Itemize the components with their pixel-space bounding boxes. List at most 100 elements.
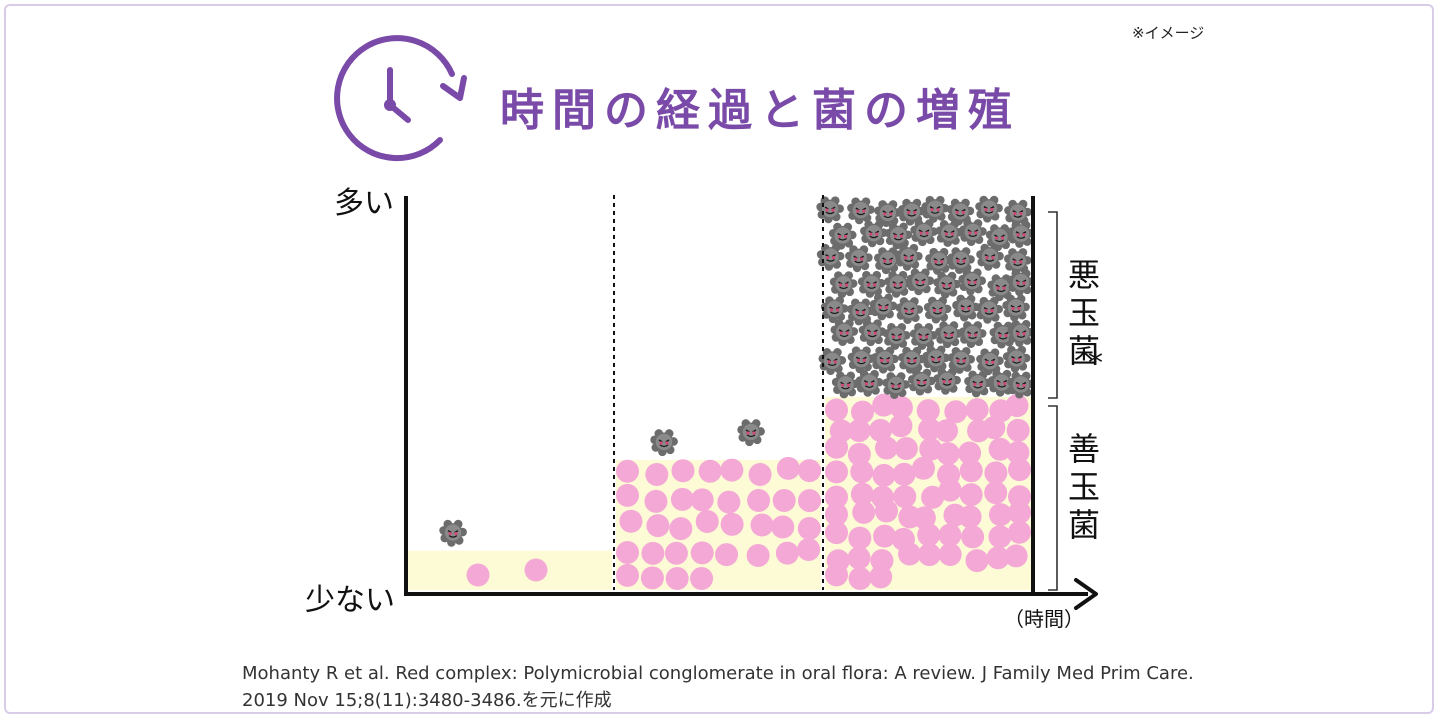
good-bacteria-dot	[938, 478, 962, 502]
bad-bacteria-icon	[909, 322, 939, 351]
good-bacteria-dot	[847, 442, 871, 466]
good-bacteria-dot	[848, 526, 872, 550]
good-bacteria-dot	[524, 558, 548, 582]
citation-line-2: 2019 Nov 15;8(11):3480-3486.を元に作成	[242, 690, 612, 711]
good-bacteria-dot	[965, 398, 989, 422]
bad-bacteria-icon	[883, 221, 914, 251]
bad-bacteria-icon	[974, 195, 1004, 224]
bad-bacteria-icon	[921, 344, 951, 374]
good-bacteria-dot	[959, 483, 983, 507]
good-bacteria-dot	[921, 485, 945, 509]
citation: Mohanty R et al. Red complex: Polymicrob…	[242, 660, 1242, 714]
good-bacteria-dot	[911, 456, 935, 480]
bad-bacteria-bracket	[1048, 211, 1058, 399]
good-bacteria-dot	[644, 489, 668, 513]
good-bacteria-dot	[695, 510, 719, 534]
bad-bacteria-icon	[857, 270, 887, 299]
good-bacteria-dot	[917, 523, 941, 547]
bad-bacteria-icon	[844, 244, 874, 273]
bad-bacteria-icon	[1006, 268, 1036, 297]
good-bacteria-label: 善玉菌	[1067, 430, 1100, 544]
good-bacteria-dot	[935, 419, 959, 443]
y-axis-high-label: 多い	[334, 186, 394, 221]
good-bacteria-dot	[776, 456, 800, 480]
good-bacteria-group	[466, 393, 1031, 590]
good-bacteria-dot	[898, 542, 922, 566]
good-bacteria-dot	[852, 500, 876, 524]
good-bacteria-dot	[988, 437, 1012, 461]
good-bacteria-dot	[772, 488, 796, 512]
good-bacteria-dot	[798, 489, 821, 513]
good-bacteria-dot	[965, 549, 989, 573]
good-bacteria-dot	[850, 482, 874, 506]
good-bacteria-dot	[919, 437, 943, 461]
good-bacteria-dot	[616, 459, 639, 483]
good-bacteria-dot	[1008, 501, 1031, 525]
good-bacteria-dot	[640, 566, 664, 590]
good-bacteria-dot	[874, 436, 898, 460]
good-bacteria-dot	[989, 503, 1013, 527]
good-bacteria-dot	[938, 543, 962, 567]
bad-bacteria-icon	[894, 296, 924, 325]
bad-bacteria-icon	[924, 247, 954, 276]
good-bacteria-dot	[1005, 394, 1029, 418]
good-bacteria-dot	[1008, 458, 1031, 482]
clock-cycle-icon	[334, 35, 467, 162]
good-bacteria-dot	[958, 441, 982, 465]
good-bacteria-dot	[936, 442, 960, 466]
good-bacteria-dot	[1008, 485, 1031, 509]
good-bacteria-dot	[959, 459, 983, 483]
x-axis-arrow-icon	[1074, 578, 1098, 610]
good-bacteria-dot	[918, 417, 942, 441]
good-bacteria-dot	[775, 541, 799, 565]
good-bacteria-dot	[961, 525, 985, 549]
good-bacteria-dot	[894, 436, 918, 460]
good-bacteria-dot	[984, 461, 1008, 485]
good-bacteria-dot	[986, 546, 1010, 570]
good-bacteria-dot	[669, 517, 693, 541]
good-bacteria-dot	[872, 463, 896, 487]
good-bacteria-dot	[720, 512, 744, 536]
bad-bacteria-label: 悪玉菌	[1067, 256, 1100, 370]
bad-bacteria-icon	[932, 271, 962, 300]
good-bacteria-dot	[690, 488, 714, 512]
bad-bacteria-icon	[438, 519, 468, 548]
bad-bacteria-icon	[846, 196, 876, 225]
bad-bacteria-icon	[854, 369, 885, 398]
bad-bacteria-icon	[1006, 370, 1036, 400]
good-bacteria-dot	[1006, 441, 1030, 465]
bad-bacteria-icon	[817, 347, 847, 376]
good-bacteria-dot	[847, 546, 871, 570]
good-bacteria-dot	[748, 462, 772, 486]
bad-bacteria-icon	[846, 345, 877, 375]
good-bacteria-dot	[869, 565, 893, 589]
bad-bacteria-icon	[829, 270, 859, 299]
bad-bacteria-icon	[882, 322, 912, 351]
bad-bacteria-icon	[946, 246, 976, 275]
good-bacteria-dot	[825, 398, 848, 422]
good-bacteria-dot	[825, 460, 848, 484]
good-bacteria-dot	[746, 543, 770, 567]
good-bacteria-dot	[825, 485, 848, 509]
good-bacteria-dot	[916, 399, 940, 423]
good-bacteria-dot	[944, 400, 968, 424]
good-bacteria-dot	[889, 414, 913, 438]
good-band-stage-1	[408, 550, 612, 590]
bad-bacteria-icon	[923, 295, 953, 325]
page-title: 時間の経過と菌の増殖	[500, 85, 1020, 136]
good-bacteria-dot	[646, 514, 670, 538]
good-bacteria-dot	[850, 460, 874, 484]
bad-bacteria-icon	[897, 346, 927, 375]
good-bacteria-dot	[671, 459, 695, 483]
good-bacteria-dot	[616, 563, 639, 587]
frame-border	[4, 4, 1434, 714]
good-bacteria-dot	[798, 459, 821, 483]
good-bacteria-dot	[715, 543, 739, 567]
good-bacteria-dot	[747, 488, 771, 512]
good-bacteria-dot	[1006, 418, 1030, 442]
image-note: ※イメージ	[1132, 24, 1205, 42]
good-bacteria-dot	[1004, 544, 1028, 568]
good-bacteria-dot	[917, 543, 941, 567]
